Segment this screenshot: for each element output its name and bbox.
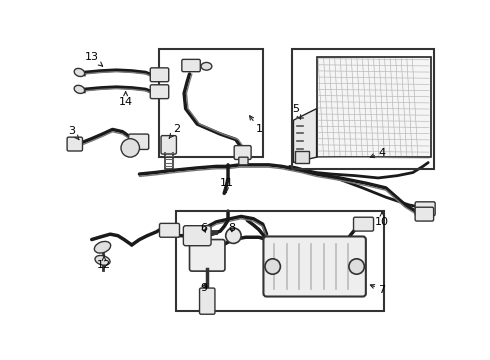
FancyBboxPatch shape [415,202,435,216]
Text: 8: 8 [228,223,235,233]
FancyBboxPatch shape [150,85,169,99]
Bar [292,49,435,169]
Circle shape [265,259,280,274]
Ellipse shape [74,85,85,94]
FancyBboxPatch shape [150,68,169,82]
Polygon shape [317,57,431,157]
Text: 2: 2 [169,125,180,138]
Text: 12: 12 [97,256,111,270]
Circle shape [349,259,365,274]
FancyBboxPatch shape [239,157,248,165]
FancyBboxPatch shape [129,134,149,149]
FancyBboxPatch shape [182,59,200,72]
FancyBboxPatch shape [183,226,211,246]
FancyBboxPatch shape [190,239,225,271]
Polygon shape [294,109,317,163]
FancyBboxPatch shape [415,207,434,221]
Ellipse shape [95,242,111,253]
Text: 1: 1 [249,116,263,134]
Text: 4: 4 [370,148,386,158]
Bar [295,151,309,163]
FancyBboxPatch shape [234,145,251,159]
Ellipse shape [95,256,110,265]
Text: 5: 5 [292,104,301,119]
Text: 13: 13 [85,52,102,66]
Bar [159,49,264,157]
FancyBboxPatch shape [354,217,373,231]
Text: 9: 9 [200,283,207,293]
FancyBboxPatch shape [264,237,366,297]
FancyBboxPatch shape [161,136,176,154]
FancyBboxPatch shape [67,137,82,151]
Text: 14: 14 [119,92,133,107]
Text: 3: 3 [68,126,79,140]
Ellipse shape [74,68,85,77]
Ellipse shape [201,62,212,70]
FancyBboxPatch shape [159,223,179,237]
Bar [176,211,384,311]
FancyBboxPatch shape [199,288,215,314]
Text: 10: 10 [375,212,389,227]
Circle shape [121,139,140,157]
Text: 6: 6 [200,223,207,233]
Text: 11: 11 [220,178,233,193]
Text: 7: 7 [370,284,386,294]
Circle shape [226,228,241,243]
